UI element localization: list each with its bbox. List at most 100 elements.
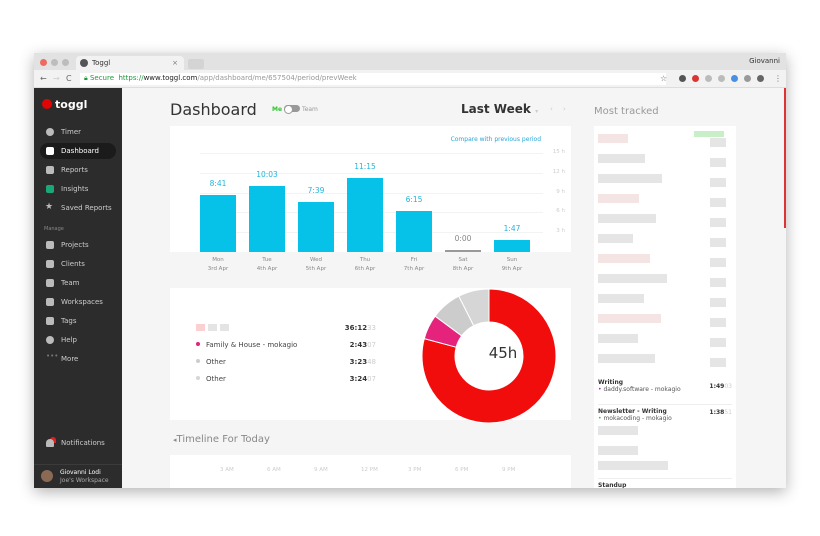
url-host: www.toggl.com — [143, 74, 198, 82]
sidebar-item-team[interactable]: Team — [40, 275, 116, 291]
previous-period-button[interactable]: ‹ — [550, 105, 553, 113]
sidebar-item-label: Reports — [61, 166, 88, 174]
project-color-dot — [196, 342, 200, 346]
day-label: Thu — [359, 257, 371, 263]
sidebar-item-label: Notifications — [61, 439, 105, 447]
blurred-item — [598, 234, 633, 243]
bar-value-label: 8:41 — [209, 178, 227, 188]
browser-tab[interactable]: Toggl × — [76, 56, 184, 70]
new-tab-button[interactable] — [188, 59, 204, 69]
sidebar-item-more[interactable]: ••• More — [40, 351, 116, 367]
back-icon[interactable]: ← — [40, 74, 47, 83]
me-team-toggle[interactable]: Me Team — [272, 105, 318, 114]
reload-icon[interactable]: C — [66, 74, 72, 83]
tag-icon — [46, 317, 54, 325]
close-window-button[interactable] — [40, 59, 47, 66]
menu-icon[interactable]: ⋮ — [774, 74, 782, 83]
project-row[interactable]: Other 3:2407 — [196, 375, 376, 383]
profile-menu[interactable]: Giovanni Lodi Joe's Workspace — [34, 464, 122, 488]
sidebar-item-clients[interactable]: Clients — [40, 256, 116, 272]
sidebar-item-insights[interactable]: Insights — [40, 181, 116, 197]
item-title: Newsletter - Writing — [598, 408, 667, 415]
next-period-button[interactable]: › — [563, 105, 566, 113]
sidebar-item-label: Clients — [61, 260, 85, 268]
url-path: /app/dashboard/me/657504/period/prevWeek — [197, 74, 357, 82]
sidebar-item-projects[interactable]: Projects — [40, 237, 116, 253]
project-row[interactable]: Other 3:2348 — [196, 358, 376, 366]
extension-icon[interactable] — [718, 75, 725, 82]
forward-icon[interactable]: → — [53, 74, 60, 83]
extension-icon[interactable] — [731, 75, 738, 82]
most-tracked-title: Most tracked — [594, 106, 659, 117]
blurred-time — [710, 278, 726, 287]
date-label: 9th Apr — [501, 266, 523, 272]
sidebar-item-notifications[interactable]: Notifications — [40, 435, 116, 451]
timeline-title[interactable]: ◂Timeline For Today — [173, 434, 270, 445]
extension-icon[interactable] — [757, 75, 764, 82]
project-time: 36:1233 — [345, 324, 376, 332]
browser-user[interactable]: Giovanni — [749, 57, 780, 65]
donut-slice[interactable] — [458, 288, 490, 327]
project-time-main: 36:12 — [344, 324, 368, 332]
compare-previous-link[interactable]: Compare with previous period — [450, 136, 541, 143]
bar-fri[interactable] — [396, 210, 432, 252]
tab-title: Toggl — [92, 59, 111, 67]
address-bar-row: ← → C 🔒︎ Secure https://www.toggl.com/ap… — [34, 70, 786, 88]
team-icon — [46, 279, 54, 287]
sidebar-item-tags[interactable]: Tags — [40, 313, 116, 329]
blurred-time — [710, 338, 726, 347]
toggle-switch[interactable] — [284, 105, 301, 114]
sidebar-item-label: Saved Reports — [61, 204, 112, 212]
project-dot: • — [598, 415, 604, 422]
bar-value-label: 7:39 — [307, 185, 325, 195]
sidebar-item-dashboard[interactable]: Dashboard — [40, 143, 116, 159]
sidebar-item-workspaces[interactable]: Workspaces — [40, 294, 116, 310]
list-item[interactable]: Writing • daddy.software - mokagio 1:4903 — [598, 379, 732, 393]
toggl-logo[interactable]: toggl — [42, 98, 87, 111]
folder-icon — [46, 241, 54, 249]
bar-value-label: 6:15 — [405, 194, 423, 204]
x-tick-label: Sat 8th Apr — [438, 256, 488, 274]
help-icon — [46, 336, 54, 344]
item-project: daddy.software - mokagio — [603, 386, 681, 393]
list-item[interactable]: Standup — [598, 478, 732, 488]
extension-icon[interactable] — [705, 75, 712, 82]
bar-mon[interactable] — [200, 194, 236, 252]
project-time-main: 2:43 — [349, 341, 368, 349]
page-title: Dashboard — [170, 100, 257, 119]
donut-slice[interactable] — [421, 288, 557, 424]
bookmark-star-icon[interactable]: ☆ — [660, 74, 668, 83]
x-tick-label: Tue 4th Apr — [242, 256, 292, 274]
item-time: 1:3851 — [709, 409, 732, 416]
maximize-window-button[interactable] — [62, 59, 69, 66]
item-title: Writing — [598, 379, 624, 386]
sidebar-item-reports[interactable]: Reports — [40, 162, 116, 178]
most-tracked-list: Writing • daddy.software - mokagio 1:4903 … — [594, 126, 736, 488]
project-time: 3:2407 — [350, 375, 376, 383]
pocket-extension-icon[interactable] — [679, 75, 686, 82]
bar-thu[interactable] — [347, 177, 383, 252]
extension-icon[interactable] — [744, 75, 751, 82]
close-tab-icon[interactable]: × — [172, 59, 178, 67]
opera-extension-icon[interactable] — [692, 75, 699, 82]
bar-tue[interactable] — [249, 185, 285, 252]
sidebar-item-timer[interactable]: Timer — [40, 124, 116, 140]
blurred-badge — [694, 131, 724, 137]
sidebar-item-saved-reports[interactable]: ★ Saved Reports — [40, 200, 116, 216]
manage-section-label: Manage — [44, 226, 64, 232]
timeline-title-text: Timeline For Today — [176, 434, 270, 445]
url-input[interactable]: 🔒︎ Secure https://www.toggl.com/app/dash… — [80, 73, 666, 85]
project-row[interactable]: Family & House - mokagio 2:4307 — [196, 341, 376, 349]
bar-sun[interactable] — [494, 240, 530, 252]
minimize-window-button[interactable] — [51, 59, 58, 66]
bar-sat[interactable] — [445, 250, 481, 252]
day-label: Tue — [262, 257, 272, 263]
project-row[interactable]: 36:1233 — [196, 324, 376, 333]
list-item[interactable]: Newsletter - Writing • mokacoding - mokag… — [598, 404, 732, 422]
bar-wed[interactable] — [298, 201, 334, 252]
secure-label: Secure — [89, 74, 115, 82]
scrollbar[interactable] — [784, 88, 786, 228]
day-label: Sun — [506, 257, 518, 263]
sidebar-item-help[interactable]: Help — [40, 332, 116, 348]
period-selector[interactable]: Last Week ▾ — [461, 102, 538, 116]
